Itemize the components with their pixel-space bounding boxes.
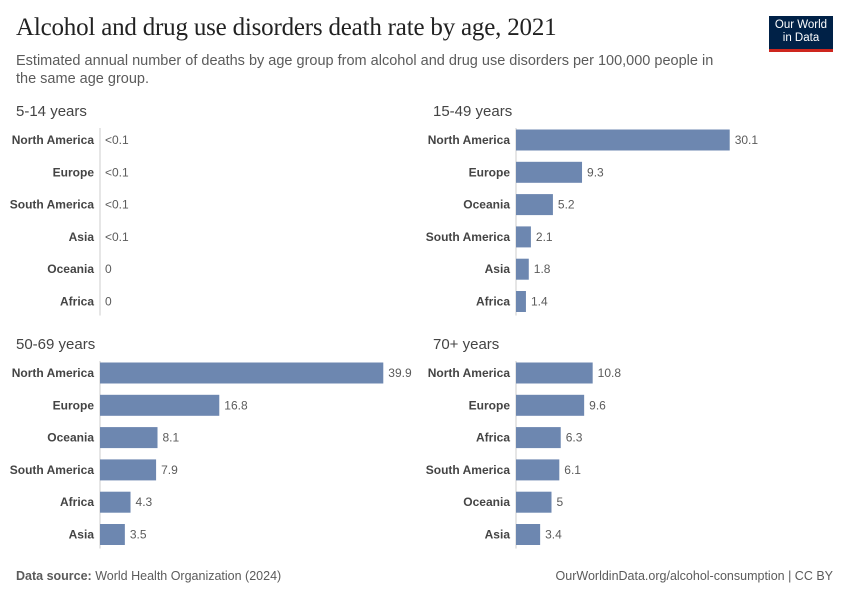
category-label: North America: [428, 133, 511, 147]
category-label: Oceania: [47, 431, 94, 445]
value-label: 9.3: [587, 165, 604, 179]
source-url[interactable]: OurWorldinData.org/alcohol-consumption |…: [555, 569, 833, 583]
source-text[interactable]: World Health Organization (2024): [95, 569, 282, 583]
value-label: 1.8: [534, 262, 551, 276]
bar: [516, 194, 553, 216]
category-label: Oceania: [463, 495, 510, 509]
panel-title: 50-69 years: [16, 336, 95, 353]
bar: [516, 394, 585, 416]
category-label: Africa: [60, 495, 94, 509]
value-label: 6.1: [564, 463, 581, 477]
panel-title: 5-14 years: [16, 103, 87, 120]
value-label: 0: [105, 295, 112, 309]
value-label: 0: [105, 262, 112, 276]
bar: [100, 459, 157, 481]
category-label: Oceania: [463, 198, 510, 212]
bar: [100, 524, 125, 545]
bar: [516, 161, 583, 183]
category-label: North America: [428, 366, 511, 380]
category-label: Asia: [485, 528, 511, 542]
category-label: Africa: [476, 295, 510, 309]
value-label: 4.3: [136, 495, 153, 509]
value-label: <0.1: [105, 165, 129, 179]
panel-title: 70+ years: [433, 336, 499, 353]
bar: [100, 491, 131, 513]
chart-subtitle: Estimated annual number of deaths by age…: [16, 53, 714, 87]
value-label: 10.8: [598, 366, 622, 380]
value-label: 7.9: [161, 463, 178, 477]
value-label: 5.2: [558, 198, 575, 212]
chart-title: Alcohol and drug use disorders death rat…: [16, 14, 557, 41]
bar: [516, 226, 531, 248]
bar: [516, 258, 529, 280]
value-label: 30.1: [735, 133, 759, 147]
category-label: South America: [426, 230, 511, 244]
value-label: <0.1: [105, 198, 129, 212]
category-label: Asia: [485, 262, 511, 276]
category-label: North America: [12, 366, 95, 380]
value-label: 3.4: [545, 528, 562, 542]
value-label: 2.1: [536, 230, 553, 244]
value-label: 39.9: [388, 366, 412, 380]
value-label: 1.4: [531, 295, 548, 309]
bar: [516, 291, 526, 312]
category-label: South America: [426, 463, 511, 477]
owid-logo[interactable]: Our World in Data: [769, 16, 833, 52]
category-label: Asia: [69, 230, 95, 244]
value-label: 16.8: [224, 398, 248, 412]
source-label: Data source:: [16, 569, 92, 583]
category-label: Europe: [469, 398, 511, 412]
bar: [100, 394, 220, 416]
value-label: 3.5: [130, 528, 147, 542]
bar: [516, 427, 561, 449]
value-label: <0.1: [105, 133, 129, 147]
category-label: South America: [10, 463, 95, 477]
category-label: Asia: [69, 528, 95, 542]
category-label: Europe: [469, 165, 511, 179]
category-label: Africa: [476, 431, 510, 445]
category-label: North America: [12, 133, 95, 147]
bar: [100, 362, 384, 384]
value-label: 5: [557, 495, 564, 509]
value-label: 8.1: [163, 431, 180, 445]
bar: [516, 524, 541, 545]
category-label: Oceania: [47, 262, 94, 276]
category-label: Europe: [53, 398, 95, 412]
category-label: South America: [10, 198, 95, 212]
value-label: <0.1: [105, 230, 129, 244]
bar: [516, 459, 560, 481]
category-label: Africa: [60, 295, 94, 309]
panel-title: 15-49 years: [433, 103, 512, 120]
data-source: Data source: World Health Organization (…: [16, 569, 281, 583]
bar: [516, 129, 730, 151]
value-label: 6.3: [566, 431, 583, 445]
category-label: Europe: [53, 165, 95, 179]
bar: [100, 427, 158, 449]
value-label: 9.6: [589, 398, 606, 412]
bar: [516, 491, 552, 513]
bar: [516, 362, 593, 384]
